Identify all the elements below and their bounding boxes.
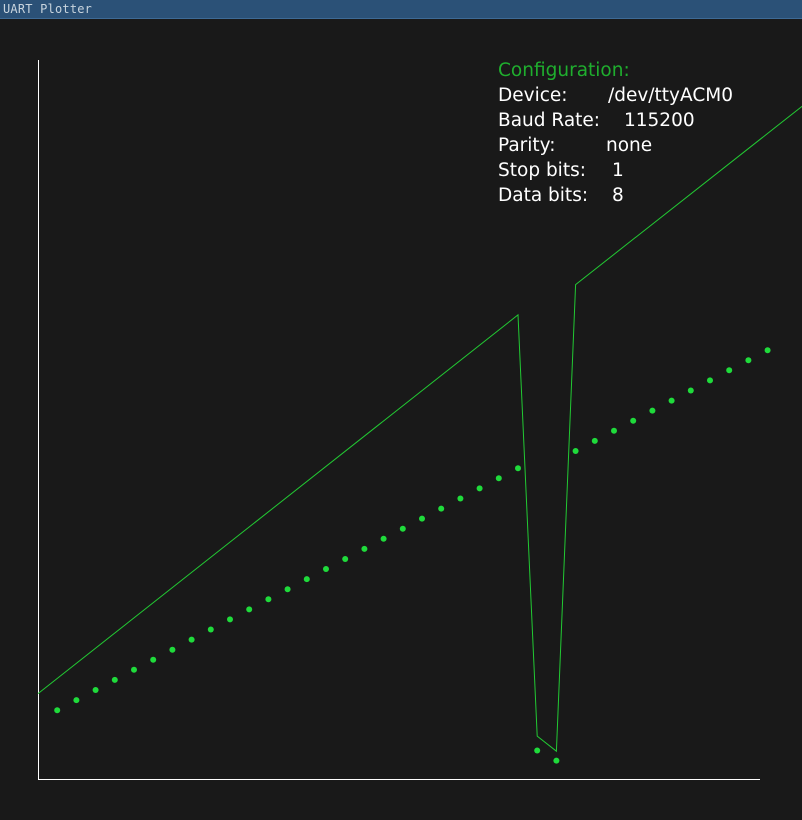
series-layer (37, 105, 802, 764)
config-key: Stop bits: (498, 160, 586, 181)
data-point (438, 505, 445, 512)
data-point (591, 437, 598, 444)
data-point (476, 485, 483, 492)
configuration-panel: Configuration: Device: /dev/ttyACM0 Baud … (498, 58, 733, 208)
plot-area (37, 60, 802, 780)
config-value: none (606, 135, 653, 156)
data-point (169, 646, 176, 653)
config-row-baud-rate: Baud Rate: 115200 (498, 108, 733, 133)
data-point (515, 465, 521, 472)
data-point (323, 566, 329, 572)
data-point (188, 636, 195, 643)
data-point (111, 676, 118, 683)
data-point (630, 417, 637, 424)
config-row-stop-bits: Stop bits: 1 (498, 158, 733, 183)
data-point (380, 535, 387, 542)
data-point (265, 596, 272, 603)
config-key: Baud Rate: (498, 110, 601, 131)
config-row-parity: Parity: none (498, 133, 733, 158)
config-key: Data bits: (498, 185, 589, 206)
data-point (342, 556, 349, 562)
data-point (54, 707, 61, 714)
config-key: Parity: (498, 135, 556, 156)
config-row-device: Device: /dev/ttyACM0 (498, 83, 733, 108)
data-point (92, 687, 99, 693)
config-value: 115200 (624, 110, 695, 131)
data-point (611, 427, 617, 434)
data-point (207, 626, 214, 633)
data-point (668, 397, 675, 404)
data-point (399, 525, 406, 532)
config-key: Device: (498, 85, 568, 106)
data-point (534, 747, 541, 754)
data-point (764, 347, 771, 354)
data-point (131, 666, 137, 673)
data-point (246, 606, 253, 613)
data-point (572, 448, 579, 454)
title-bar[interactable]: UART Plotter (0, 0, 802, 19)
configuration-heading: Configuration: (498, 60, 630, 81)
data-point (361, 545, 368, 552)
line-series (37, 105, 802, 753)
data-point (745, 357, 752, 364)
data-point (457, 495, 464, 502)
data-point (227, 616, 233, 623)
data-point (707, 377, 713, 384)
window-title: UART Plotter (3, 2, 93, 16)
data-point (553, 757, 560, 764)
data-point (687, 387, 694, 394)
data-point (649, 407, 656, 414)
data-point (495, 475, 502, 482)
data-point (726, 367, 733, 374)
data-point (419, 515, 425, 522)
data-point (303, 576, 310, 583)
config-value: /dev/ttyACM0 (608, 85, 733, 106)
data-point (284, 586, 291, 593)
config-value: 1 (612, 160, 624, 181)
config-value: 8 (612, 185, 624, 206)
config-row-data-bits: Data bits: 8 (498, 183, 733, 208)
data-point (150, 656, 157, 663)
data-point (73, 697, 80, 704)
